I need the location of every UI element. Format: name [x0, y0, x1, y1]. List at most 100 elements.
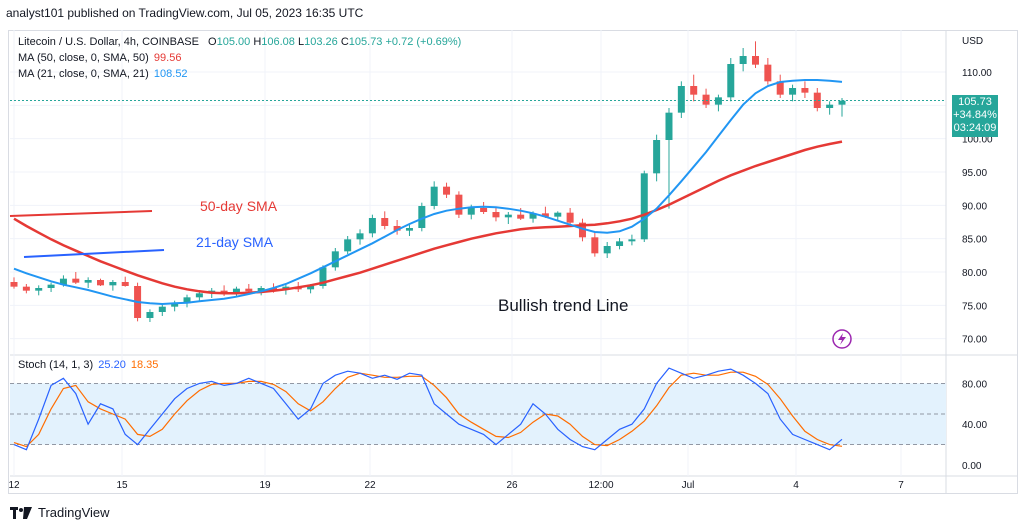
- candle-body: [517, 214, 525, 219]
- price-tick-label: 80.00: [962, 268, 987, 279]
- price-tick-label: 75.00: [962, 301, 987, 312]
- candle-body: [109, 282, 117, 286]
- close-value: 105.73: [348, 36, 383, 48]
- legend-main: Litecoin / U.S. Dollar, 4h, COINBASE O10…: [18, 36, 461, 48]
- candle-body: [195, 293, 203, 298]
- open-label: O: [208, 36, 217, 48]
- high-label: H: [253, 36, 262, 48]
- candle-body: [467, 208, 475, 215]
- candle-body: [653, 140, 661, 174]
- stoch-tick-label: 40.00: [962, 420, 987, 431]
- sma50-annotation: 50-day SMA: [200, 198, 278, 214]
- candle-body: [22, 286, 30, 291]
- candle-body: [10, 282, 18, 287]
- candle-body: [121, 282, 129, 286]
- price-tick-label: 85.00: [962, 235, 987, 246]
- ma21-value: 108.52: [153, 68, 188, 80]
- candle-body: [307, 286, 315, 290]
- candle-body: [405, 228, 413, 231]
- candle-body: [171, 303, 179, 307]
- candle-body: [591, 237, 599, 254]
- candle-body: [504, 214, 512, 218]
- chart-frame[interactable]: [8, 30, 1018, 494]
- candle-body: [628, 239, 636, 242]
- candle-body: [789, 88, 797, 95]
- lightning-icon: [832, 329, 852, 349]
- time-tick-label: Jul: [682, 480, 695, 491]
- candle-body: [739, 56, 747, 64]
- candle-body: [430, 186, 438, 206]
- candle-body: [319, 267, 327, 286]
- candle-body: [393, 226, 401, 231]
- candle-body: [158, 306, 166, 312]
- stochastic: [13, 367, 843, 451]
- price-tick-label: 90.00: [962, 201, 987, 212]
- price-tick-label: 110.00: [962, 68, 992, 79]
- time-axis[interactable]: 12 15 19 22 26 12:00 Jul 4 7: [8, 480, 904, 491]
- price-tick-label: 70.00: [962, 335, 987, 346]
- sma21-pointer-line: [23, 249, 165, 258]
- candle-body: [665, 112, 673, 140]
- candle-body: [381, 218, 389, 226]
- stoch-k-line: [13, 367, 843, 451]
- open-value: 105.00: [216, 36, 251, 48]
- candle-body: [356, 233, 364, 240]
- ma21-line: [13, 79, 843, 306]
- trend-annotation: Bullish trend Line: [498, 296, 628, 315]
- bar-countdown: 03:24:09: [953, 122, 997, 134]
- time-tick-label: 12:00: [588, 480, 613, 491]
- candle-body: [183, 297, 191, 304]
- stoch-d-value: 18.35: [130, 359, 159, 371]
- stoch-k-value: 25.20: [98, 359, 126, 371]
- candle-body: [801, 88, 809, 93]
- time-tick-label: 19: [259, 480, 271, 491]
- candle-body: [72, 278, 80, 283]
- price-tick-label: 95.00: [962, 168, 987, 179]
- high-value: 106.08: [261, 36, 295, 48]
- tradingview-logo-icon: [10, 506, 32, 519]
- candle-body: [764, 64, 772, 82]
- sma50-pointer-line: [9, 210, 153, 217]
- ma50-value: 99.56: [153, 52, 182, 64]
- candle-body: [47, 284, 55, 288]
- ma50-label: MA (50, close, 0, SMA, 50): [18, 52, 149, 64]
- last-price-tag: 105.73 +34.84% 03:24:09: [952, 95, 998, 137]
- candle-body: [455, 194, 463, 215]
- candle-body: [690, 86, 698, 95]
- stoch-d-line: [13, 371, 843, 448]
- low-label: L: [297, 36, 305, 48]
- currency-label[interactable]: USD: [962, 36, 984, 47]
- candle-body: [443, 186, 451, 195]
- candle-body: [578, 222, 586, 238]
- stoch-tick-label: 80.00: [962, 379, 987, 390]
- sma21-annotation: 21-day SMA: [196, 234, 274, 250]
- candle-body: [480, 208, 488, 212]
- legend-stoch: Stoch (14, 1, 3) 25.20 18.35: [18, 359, 158, 371]
- time-tick-label: 26: [506, 480, 518, 491]
- stoch-label: Stoch (14, 1, 3): [18, 359, 94, 371]
- candle-body: [714, 97, 722, 105]
- candle-body: [541, 213, 549, 217]
- candle-body: [616, 241, 624, 246]
- price-axis[interactable]: 70.0075.0080.0085.0090.0095.00100.00105.…: [962, 68, 993, 472]
- low-value: 103.26: [304, 36, 338, 48]
- time-tick-label: 22: [364, 480, 376, 491]
- candle-body: [554, 212, 562, 217]
- candle-body: [566, 212, 574, 223]
- last-pct: +34.84%: [953, 109, 997, 121]
- time-tick-label: 4: [793, 480, 799, 491]
- candle-body: [640, 173, 648, 240]
- candle-body: [331, 251, 339, 268]
- price-tick-label: 100.00: [962, 135, 993, 146]
- ma50-line: [13, 140, 843, 295]
- candle-body: [220, 290, 228, 293]
- annotations: 50-day SMA 21-day SMA Bullish trend Line: [9, 198, 852, 349]
- candle-body: [492, 212, 500, 218]
- candle-body: [59, 278, 67, 285]
- legend-ma21: MA (21, close, 0, SMA, 21) 108.52: [18, 68, 188, 80]
- candles: [10, 41, 946, 322]
- candle-body: [245, 288, 253, 292]
- candle-body: [603, 246, 611, 254]
- footer[interactable]: TradingView: [10, 505, 110, 520]
